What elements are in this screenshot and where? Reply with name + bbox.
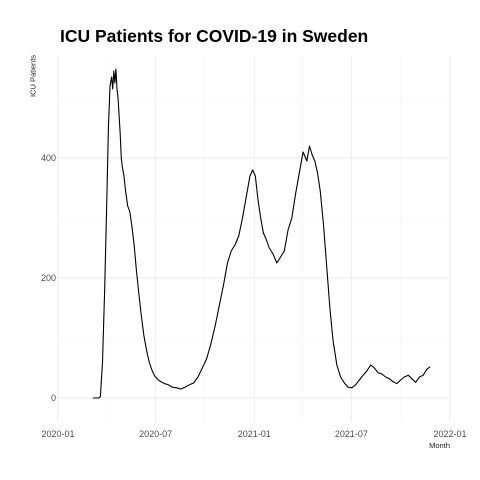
x-axis-label: Month — [429, 441, 450, 450]
chart-title: ICU Patients for COVID-19 in Sweden — [60, 26, 369, 46]
x-tick-label: 2021-01 — [238, 429, 271, 439]
x-tick-labels: 2020-01 2020-07 2021-01 2021-07 2022-01 — [41, 429, 466, 439]
x-tick-label: 2022-01 — [433, 429, 466, 439]
x-tick-label: 2020-01 — [41, 429, 74, 439]
y-tick-label: 200 — [41, 273, 56, 283]
y-tick-label: 400 — [41, 153, 56, 163]
series-line — [92, 68, 431, 399]
y-tick-label: 0 — [51, 393, 56, 403]
y-tick-labels: 0 200 400 — [41, 153, 56, 403]
major-gridlines — [57, 56, 451, 422]
x-tick-label: 2021-07 — [335, 429, 368, 439]
series-layer — [92, 68, 431, 399]
x-tick-label: 2020-07 — [139, 429, 172, 439]
